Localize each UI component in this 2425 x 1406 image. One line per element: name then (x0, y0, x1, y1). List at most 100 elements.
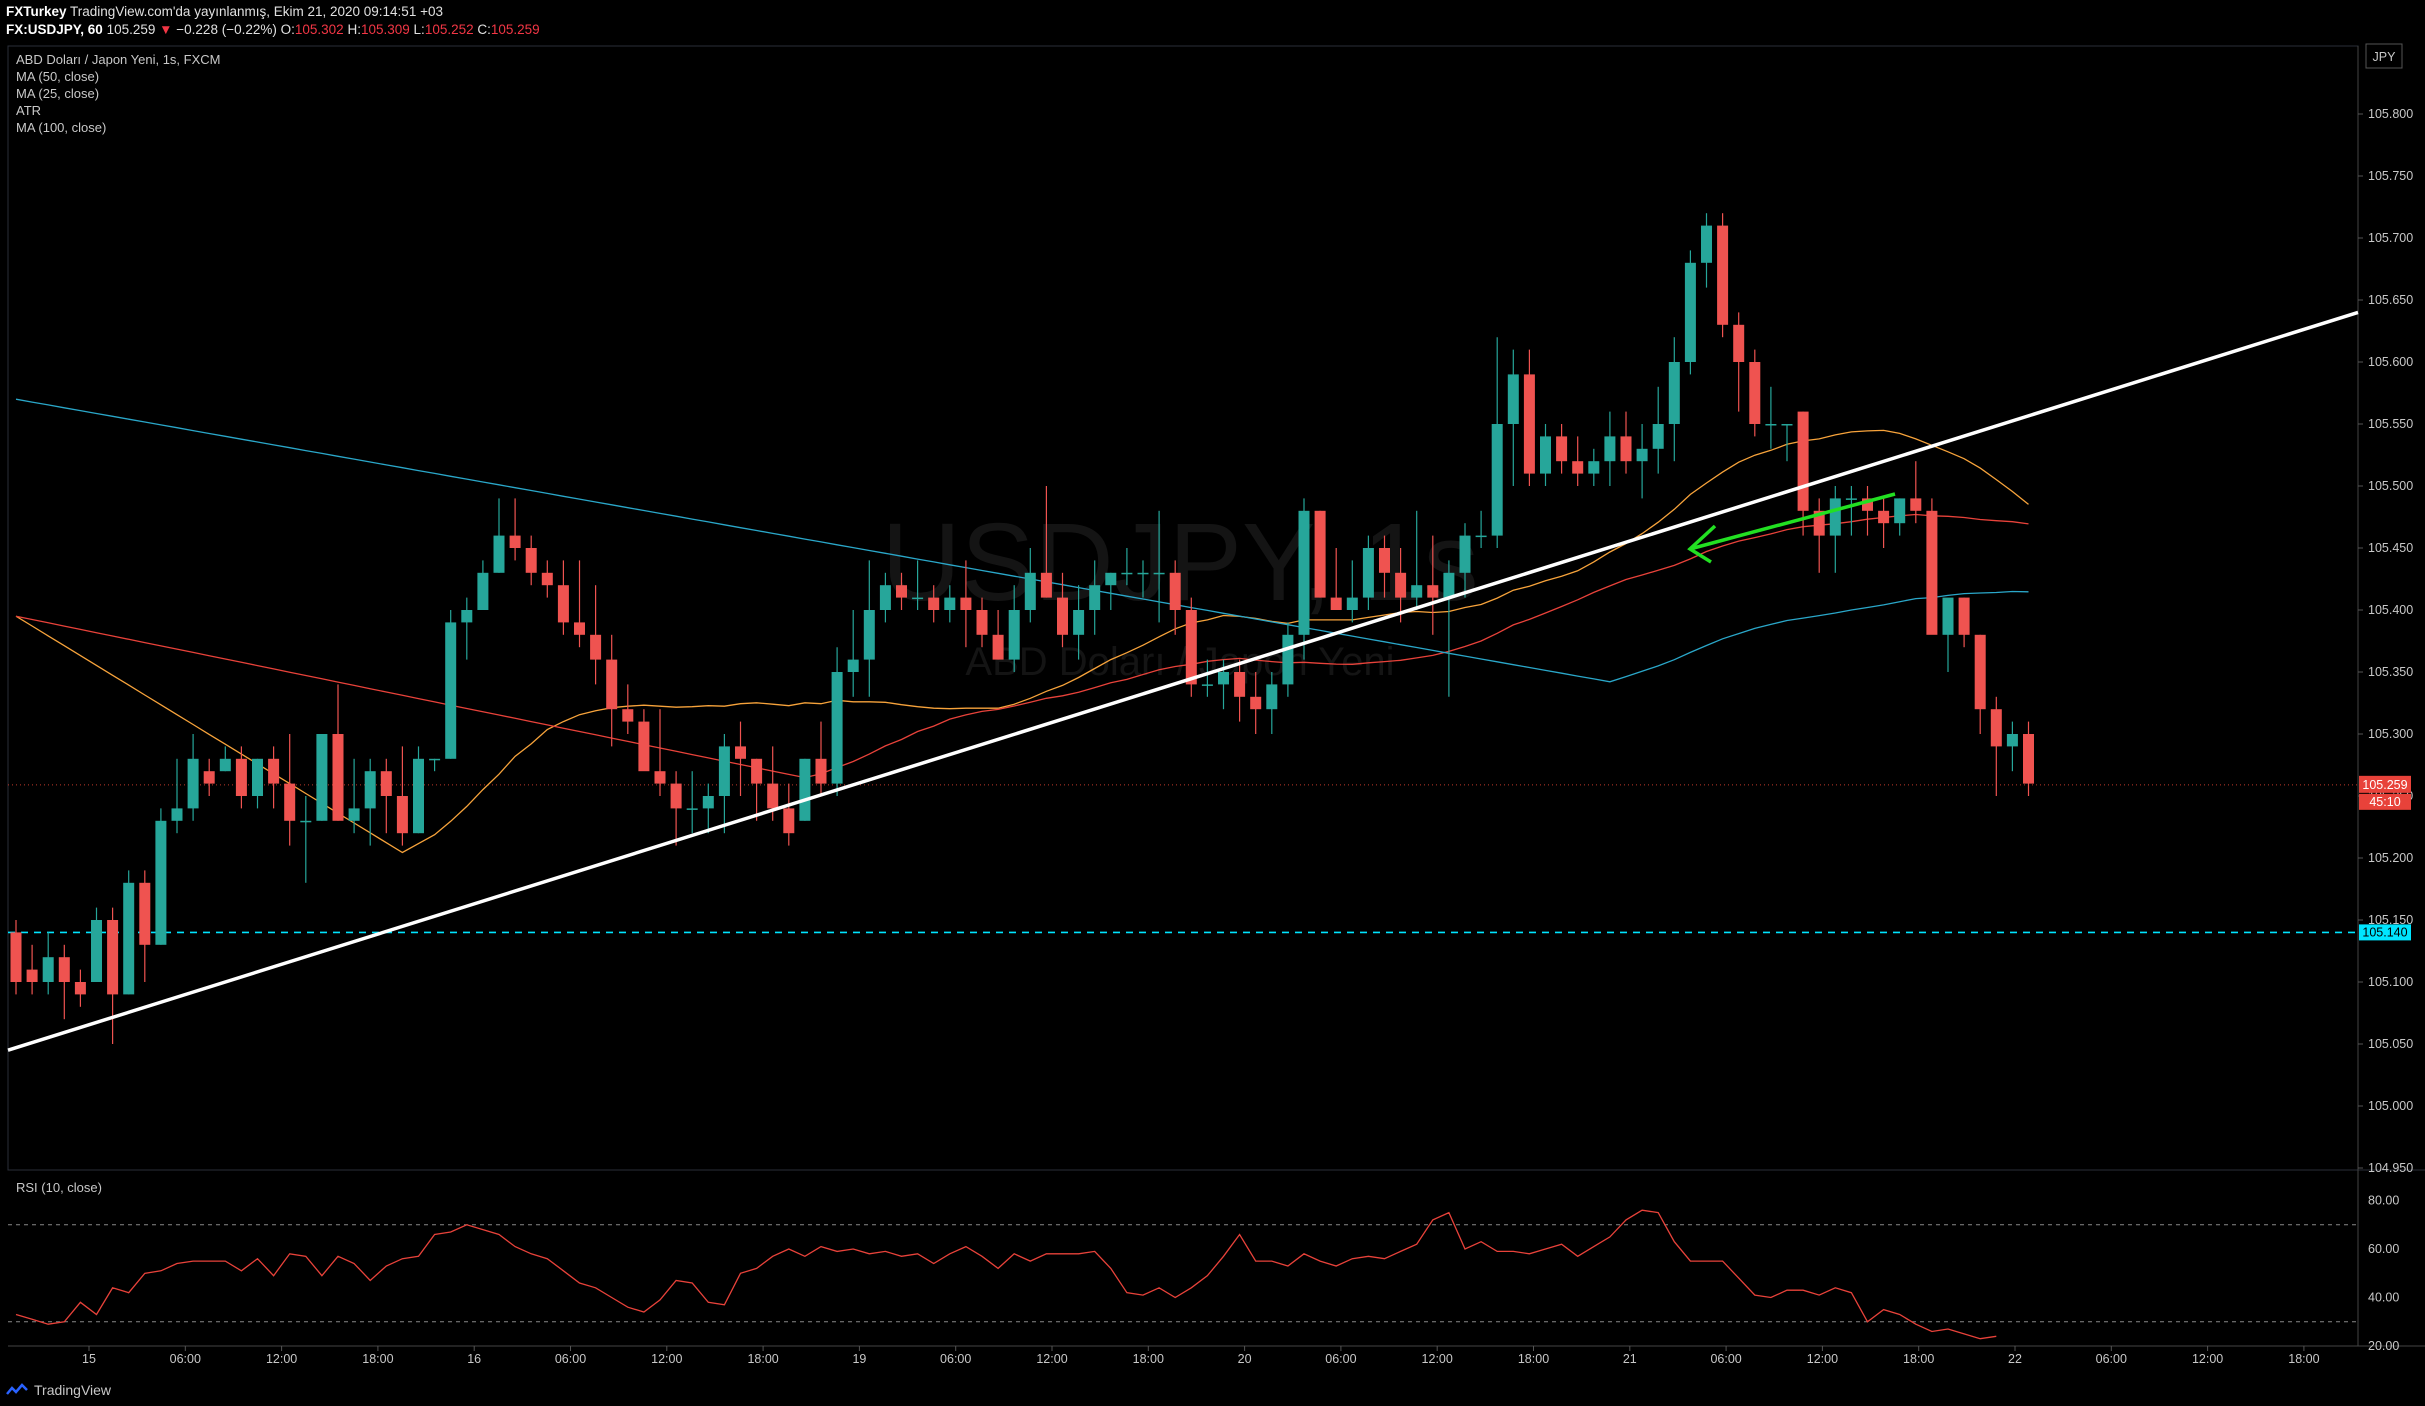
horizontal-level-group[interactable]: 105.140 (8, 924, 2411, 941)
high-label: H: (347, 22, 361, 37)
candle-body (944, 597, 956, 610)
candle-body (1652, 424, 1664, 449)
rsi-tick-label: 60.00 (2368, 1242, 2399, 1256)
candle-body (413, 758, 424, 834)
high-value: 105.309 (360, 22, 410, 37)
candle-body (1362, 548, 1374, 598)
candle-body (155, 820, 167, 945)
candle-body (1491, 424, 1503, 536)
legend-ma50[interactable]: MA (50, close) (16, 69, 99, 84)
candle-body (1910, 498, 1922, 511)
time-tick-label: 06:00 (1325, 1352, 1356, 1366)
candle-body (348, 808, 360, 821)
candle-body (1572, 461, 1584, 474)
candle-body (42, 957, 54, 982)
candle-body (863, 610, 875, 660)
candle-body (815, 758, 827, 784)
rsi-legend[interactable]: RSI (10, close) (16, 1180, 102, 1195)
price-tick-label: 105.350 (2368, 665, 2413, 679)
candle-body (1636, 448, 1648, 462)
time-tick-label: 18:00 (1518, 1352, 1549, 1366)
countdown-label: 45:10 (2369, 795, 2400, 809)
candle-body (187, 758, 199, 809)
publisher-name[interactable]: FXTurkey (6, 4, 67, 19)
last-price-box (2359, 775, 2411, 793)
candle-body (1781, 424, 1793, 426)
time-tick-label: 12:00 (2192, 1352, 2223, 1366)
rsi-group (8, 1209, 2358, 1340)
candle-body (928, 597, 940, 610)
candle-body (1894, 498, 1906, 524)
ma100-line (15, 398, 2029, 683)
candle-body (1330, 597, 1342, 610)
candle-body (783, 808, 795, 834)
trendline-group[interactable] (7, 310, 2359, 1052)
candle-body (896, 585, 907, 598)
candle-body (203, 771, 215, 784)
publish-info: FXTurkey TradingView.com'da yayınlanmış,… (6, 4, 443, 19)
legend-ma100[interactable]: MA (100, close) (16, 120, 106, 135)
ohlc-line: FX:USDJPY, 60 105.259 ▼ −0.228 (−0.22%) … (6, 22, 540, 37)
price-tick-label: 105.750 (2368, 169, 2413, 183)
candle-body (380, 771, 392, 796)
price-tick-label: 105.600 (2368, 355, 2413, 369)
candle-body (735, 746, 746, 759)
candle-body (751, 758, 763, 784)
candle-body (831, 672, 843, 784)
chart-canvas[interactable]: USDJPY, 1s ABD Doları / Japon Yeni ABD D… (0, 0, 2425, 1376)
ma25-line (15, 429, 2029, 854)
price-tick-label: 105.100 (2368, 975, 2413, 989)
candle-body (107, 920, 119, 995)
candle-body (1379, 548, 1390, 573)
candle-body (58, 957, 70, 982)
time-tick-label: 22 (2008, 1352, 2022, 1366)
candle-body (2006, 734, 2018, 747)
time-tick-label: 18:00 (1133, 1352, 1164, 1366)
candle-body (1990, 709, 2002, 747)
change-value: −0.228 (−0.22%) (176, 22, 277, 37)
candle-body (686, 808, 698, 810)
time-tick-label: 18:00 (362, 1352, 393, 1366)
candle-body (912, 597, 924, 600)
price-tick-label: 105.550 (2368, 417, 2413, 431)
candle-body (1813, 510, 1825, 536)
candle-body (1153, 572, 1165, 575)
candle-body (1926, 510, 1938, 635)
publish-date: TradingView.com'da yayınlanmış, Ekim 21,… (70, 4, 443, 19)
candle-body (960, 597, 972, 610)
change-arrow-icon: ▼ (159, 22, 173, 37)
legend-atr[interactable]: ATR (16, 103, 41, 118)
price-tick-label: 104.950 (2368, 1161, 2413, 1175)
time-tick-label: 19 (852, 1352, 866, 1366)
footer: TradingView (0, 1376, 2425, 1406)
tradingview-icon (6, 1383, 28, 1395)
candle-body (1604, 436, 1616, 462)
candle-body (638, 721, 650, 772)
candle-body (1797, 411, 1809, 511)
candle-body (1266, 684, 1278, 710)
moving-averages-group (15, 398, 2029, 854)
candle-body (1201, 684, 1213, 686)
candle-body (525, 548, 537, 573)
candle-body (799, 758, 811, 821)
price-tick-label: 105.300 (2368, 727, 2413, 741)
candle-body (91, 920, 102, 982)
candle-body (1427, 585, 1439, 598)
candle-body (622, 709, 634, 722)
candle-body (1588, 461, 1600, 474)
annotation-arrow-group[interactable] (1687, 492, 1896, 564)
time-tick-label: 12:00 (1807, 1352, 1838, 1366)
candle-body (396, 796, 408, 834)
legend-ma25[interactable]: MA (25, close) (16, 86, 99, 101)
price-tick-label: 105.200 (2368, 851, 2413, 865)
price-tick-label: 105.450 (2368, 541, 2413, 555)
candle-body (1411, 585, 1423, 598)
currency-badge[interactable]: JPY (2373, 50, 2397, 64)
candle-body (1121, 572, 1133, 575)
candle-body (1974, 634, 1986, 710)
price-tick-label: 105.000 (2368, 1099, 2413, 1113)
candle-body (992, 634, 1004, 660)
tradingview-logo[interactable]: TradingView (6, 1382, 111, 1398)
currency-badge-box[interactable] (2365, 43, 2403, 69)
time-tick-label: 21 (1623, 1352, 1637, 1366)
